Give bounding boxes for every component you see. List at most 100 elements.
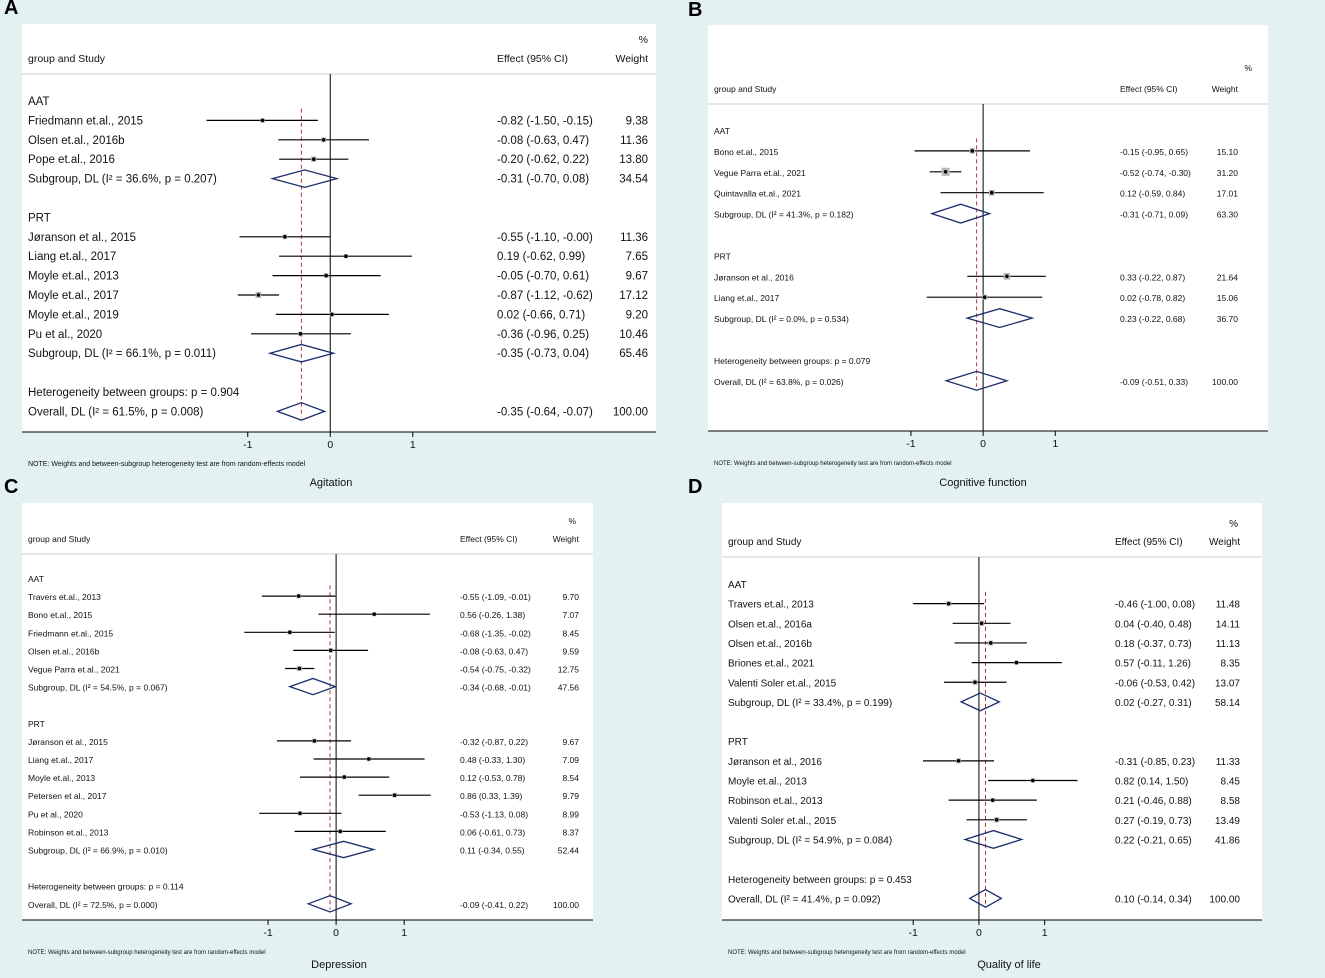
subgroup-diamond — [929, 203, 992, 224]
x-tick-label: 1 — [1042, 927, 1048, 939]
study-effect-ci: 0.56 (-0.26, 1.38) — [460, 610, 525, 620]
plot-background — [22, 24, 656, 432]
subgroup-diamond — [310, 840, 377, 859]
study-effect-ci: -0.55 (-1.09, -0.01) — [460, 592, 531, 602]
study-label: Jøranson et al., 2015 — [28, 737, 108, 747]
point-estimate — [297, 666, 302, 671]
header-weight: Weight — [616, 53, 649, 65]
study-label: Bono et.al., 2015 — [28, 610, 93, 620]
overall-label: Overall, DL (I² = 41.4%, p = 0.092) — [728, 894, 880, 905]
point-estimate — [311, 157, 316, 161]
header-group-study: group and Study — [28, 534, 91, 544]
x-axis-title-depression: Depression — [311, 959, 367, 971]
study-effect-ci: -0.08 (-0.63, 0.47) — [460, 646, 528, 656]
study-label: Pu et al., 2020 — [28, 329, 102, 341]
overall-diamond — [944, 370, 1010, 391]
point-estimate — [366, 757, 371, 761]
study-weight: 8.54 — [562, 773, 579, 783]
overall-weight: 100.00 — [1212, 377, 1238, 387]
x-tick-label: 1 — [410, 439, 416, 451]
study-label: Valenti Soler et.al., 2015 — [728, 678, 837, 689]
subgroup-diamond — [959, 692, 1001, 712]
study-effect-ci: -0.46 (-1.00, 0.08) — [1115, 600, 1195, 611]
study-effect-ci: 0.02 (-0.78, 0.82) — [1120, 293, 1185, 303]
study-effect-ci: -0.52 (-0.74, -0.30) — [1120, 168, 1191, 178]
point-estimate — [298, 332, 303, 336]
subgroup-label: Subgroup, DL (I² = 0.0%, p = 0.534) — [714, 314, 849, 324]
subgroup-diamond — [287, 677, 338, 696]
study-weight: 17.12 — [619, 290, 648, 302]
study-effect-ci: -0.55 (-1.10, -0.00) — [497, 232, 593, 244]
study-weight: 8.99 — [562, 809, 579, 819]
study-label: Moyle et.al., 2013 — [728, 777, 807, 788]
header-effect: Effect (95% CI) — [1115, 537, 1183, 548]
subgroup-weight: 47.56 — [558, 683, 580, 693]
point-estimate — [296, 594, 301, 598]
study-weight: 7.09 — [562, 755, 579, 765]
study-label: Liang et.al., 2017 — [714, 293, 779, 303]
study-label: Liang et.al., 2017 — [28, 755, 93, 765]
group-label: AAT — [28, 96, 50, 108]
study-weight: 9.38 — [626, 115, 648, 127]
header-weight: Weight — [553, 534, 580, 544]
point-estimate — [1005, 274, 1009, 279]
study-weight: 13.07 — [1215, 678, 1240, 689]
point-estimate — [956, 759, 961, 763]
study-label: Bono et.al., 2015 — [714, 147, 779, 157]
overall-diamond — [306, 894, 353, 913]
overall-effect-ci: -0.09 (-0.51, 0.33) — [1120, 377, 1188, 387]
study-weight: 15.06 — [1217, 293, 1239, 303]
study-weight: 13.80 — [619, 154, 648, 166]
point-estimate — [288, 630, 292, 635]
study-label: Moyle et.al., 2019 — [28, 309, 119, 321]
overall-diamond — [275, 401, 327, 421]
point-estimate — [982, 295, 987, 300]
study-effect-ci: -0.15 (-0.95, 0.65) — [1120, 147, 1188, 157]
study-effect-ci: 0.21 (-0.46, 0.88) — [1115, 796, 1192, 807]
study-effect-ci: 0.57 (-0.11, 1.26) — [1115, 659, 1191, 670]
x-axis-title-quality-of-life: Quality of life — [977, 959, 1041, 971]
subgroup-effect-ci: 0.02 (-0.27, 0.31) — [1115, 698, 1192, 709]
x-tick-label: -1 — [263, 927, 272, 939]
overall-label: Overall, DL (I² = 72.5%, p = 0.000) — [28, 900, 158, 910]
overall-label: Overall, DL (I² = 63.8%, p = 0.026) — [714, 377, 844, 387]
forest-svg: group and Study Effect (95% CI)% Weight AAT… — [22, 503, 593, 956]
study-label: Travers et.al., 2013 — [28, 592, 101, 602]
study-label: Pope et.al., 2016 — [28, 154, 115, 166]
overall-weight: 100.00 — [613, 406, 648, 418]
study-effect-ci: 0.27 (-0.19, 0.73) — [1115, 816, 1192, 827]
study-effect-ci: 0.86 (0.33, 1.39) — [460, 791, 523, 801]
subgroup-effect-ci: -0.34 (-0.68, -0.01) — [460, 683, 531, 693]
heterogeneity-text: Heterogeneity between groups: p = 0.904 — [28, 387, 240, 399]
subgroup-label: Subgroup, DL (I² = 36.6%, p = 0.207) — [28, 174, 217, 186]
x-tick-label: -1 — [243, 439, 252, 451]
subgroup-weight: 41.86 — [1215, 835, 1240, 846]
point-estimate — [260, 118, 265, 123]
header-effect: Effect (95% CI) — [1120, 84, 1178, 94]
study-weight: 21.64 — [1217, 272, 1239, 282]
subgroup-label: Subgroup, DL (I² = 54.5%, p = 0.067) — [28, 683, 168, 693]
subgroup-effect-ci: 0.23 (-0.22, 0.68) — [1120, 314, 1185, 324]
overall-effect-ci: -0.09 (-0.41, 0.22) — [460, 900, 528, 910]
study-weight: 9.67 — [562, 737, 579, 747]
subgroup-weight: 34.54 — [619, 174, 648, 186]
point-estimate — [330, 312, 334, 317]
study-effect-ci: 0.04 (-0.40, 0.48) — [1115, 619, 1192, 630]
study-effect-ci: 0.12 (-0.59, 0.84) — [1120, 189, 1185, 199]
study-weight: 9.79 — [562, 791, 579, 801]
overall-label: Overall, DL (I² = 61.5%, p = 0.008) — [28, 406, 204, 418]
header-percent: % — [1229, 519, 1238, 530]
group-label: PRT — [28, 719, 45, 729]
point-estimate — [946, 601, 951, 606]
header-percent: % — [568, 516, 576, 526]
study-effect-ci: 0.82 (0.14, 1.50) — [1115, 777, 1188, 788]
study-effect-ci: -0.54 (-0.75, -0.32) — [460, 665, 531, 675]
study-weight: 8.35 — [1221, 659, 1241, 670]
study-weight: 11.36 — [620, 232, 648, 244]
overall-weight: 100.00 — [1209, 894, 1240, 905]
forest-plot-quality-of-life: group and Study Effect (95% CI)% Weight AAT… — [722, 503, 1262, 956]
subgroup-effect-ci: -0.31 (-0.71, 0.09) — [1120, 210, 1188, 220]
study-effect-ci: -0.31 (-0.85, 0.23) — [1115, 757, 1195, 768]
study-label: Robinson et.al., 2013 — [28, 827, 109, 837]
